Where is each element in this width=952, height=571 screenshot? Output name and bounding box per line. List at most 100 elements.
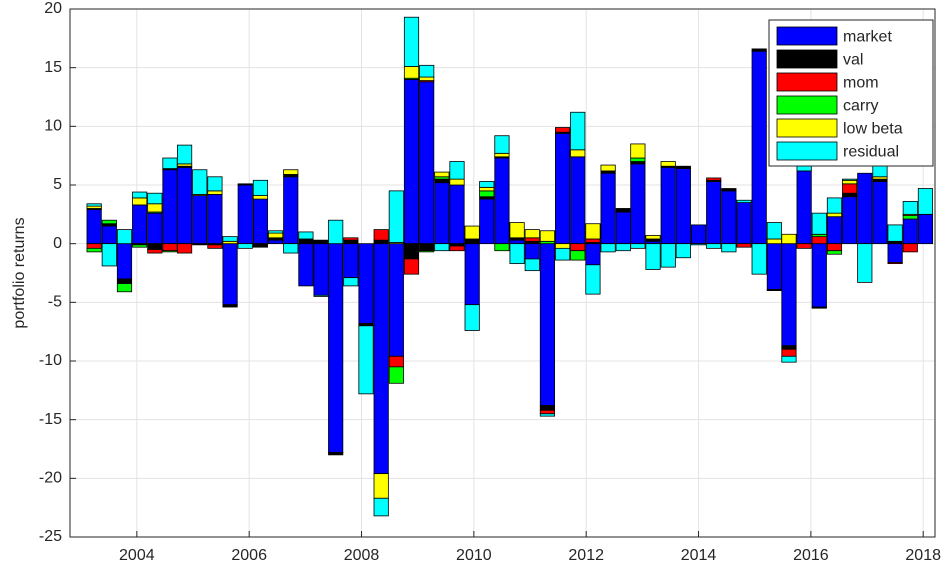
bar-segment xyxy=(902,243,918,253)
bar-segment xyxy=(177,243,193,254)
bar-segment xyxy=(721,243,737,253)
bar-segment xyxy=(388,366,404,384)
bar-segment xyxy=(419,76,435,81)
bar-segment xyxy=(419,64,435,78)
x-tick-label: 2004 xyxy=(119,547,155,564)
bar-segment xyxy=(237,183,253,186)
bar-segment xyxy=(373,473,389,499)
bar-segment xyxy=(116,243,133,280)
bar-segment xyxy=(570,250,586,261)
bar-segment xyxy=(796,243,812,249)
bar-segment xyxy=(857,243,873,283)
x-tick-label: 2014 xyxy=(681,547,717,564)
bar-segment xyxy=(298,231,314,240)
x-tick-label: 2010 xyxy=(456,547,492,564)
bar-segment xyxy=(252,243,268,248)
legend-label: residual xyxy=(843,144,899,161)
bar-segment xyxy=(116,283,133,293)
bar-segment xyxy=(434,178,450,184)
bar-segment xyxy=(585,238,601,243)
bar-segment xyxy=(177,166,193,245)
bar-segment xyxy=(842,179,858,185)
legend-label: market xyxy=(843,29,892,46)
bar-segment xyxy=(887,224,903,242)
bar-segment xyxy=(403,79,420,245)
bar-segment xyxy=(358,243,374,324)
bar-segment xyxy=(585,264,601,295)
bar-segment xyxy=(449,161,465,180)
bar-segment xyxy=(328,243,344,453)
legend-label: carry xyxy=(843,98,879,115)
bar-segment xyxy=(660,161,676,167)
bar-segment xyxy=(252,195,268,200)
bar-segment xyxy=(207,190,223,195)
legend: market val mom carry low beta residual xyxy=(768,19,934,167)
bar-segment xyxy=(539,405,556,411)
bar-segment xyxy=(539,230,556,242)
bar-segment xyxy=(132,197,148,206)
legend-swatch xyxy=(776,72,838,92)
bar-segment xyxy=(660,166,676,245)
bar-segment xyxy=(283,243,299,254)
bar-segment xyxy=(509,222,525,239)
bar-segment xyxy=(570,149,586,158)
bar-segment xyxy=(222,243,238,306)
bar-segment xyxy=(207,193,223,245)
bar-segment xyxy=(615,208,631,213)
bar-segment xyxy=(721,190,737,245)
bar-segment xyxy=(600,243,616,253)
bar-segment xyxy=(766,289,782,291)
bar-segment xyxy=(388,355,404,368)
bar-segment xyxy=(252,198,268,245)
bar-segment xyxy=(162,169,178,245)
bar-segment xyxy=(328,219,344,245)
bar-segment xyxy=(570,111,586,151)
bar-segment xyxy=(811,243,827,308)
bar-segment xyxy=(600,164,616,172)
bar-segment xyxy=(147,243,163,250)
x-tick-label: 2012 xyxy=(568,547,604,564)
bar-segment xyxy=(343,239,359,245)
bar-segment xyxy=(267,232,284,239)
bar-segment xyxy=(494,157,510,245)
bar-segment xyxy=(570,156,586,245)
bar-segment xyxy=(781,233,797,245)
bar-segment xyxy=(479,190,495,198)
bar-segment xyxy=(192,169,208,195)
bar-segment xyxy=(811,306,827,309)
bar-segment xyxy=(555,127,571,133)
bar-segment xyxy=(207,176,223,192)
bar-segment xyxy=(479,181,495,188)
bar-segment xyxy=(766,238,782,245)
x-tick-label: 2016 xyxy=(793,547,829,564)
bars xyxy=(86,16,934,517)
bar-segment xyxy=(313,294,329,297)
y-tick-label: 10 xyxy=(44,118,62,135)
legend-swatch xyxy=(776,26,838,46)
bar-segment xyxy=(585,243,601,266)
bar-segment xyxy=(902,201,918,215)
y-tick-label: 15 xyxy=(44,59,62,76)
bar-segment xyxy=(781,345,797,350)
bar-segment xyxy=(811,212,827,235)
bar-segment xyxy=(842,192,858,198)
bar-segment xyxy=(419,243,435,252)
bar-segment xyxy=(751,243,767,275)
legend-label: val xyxy=(843,52,863,69)
bar-segment xyxy=(434,243,450,252)
bar-segment xyxy=(630,143,646,159)
bar-segment xyxy=(539,413,556,417)
bar-segment xyxy=(403,243,420,260)
bar-segment xyxy=(101,219,117,225)
bar-segment xyxy=(162,243,178,252)
bar-segment xyxy=(796,170,812,245)
bar-segment xyxy=(313,239,329,245)
x-tick-label: 2008 xyxy=(344,547,380,564)
bar-segment xyxy=(267,239,284,245)
bar-segment xyxy=(192,195,208,245)
bar-segment xyxy=(555,132,571,245)
bar-segment xyxy=(706,243,722,249)
bar-segment xyxy=(570,243,586,252)
bar-segment xyxy=(902,215,918,220)
y-tick-label: -10 xyxy=(39,352,62,369)
